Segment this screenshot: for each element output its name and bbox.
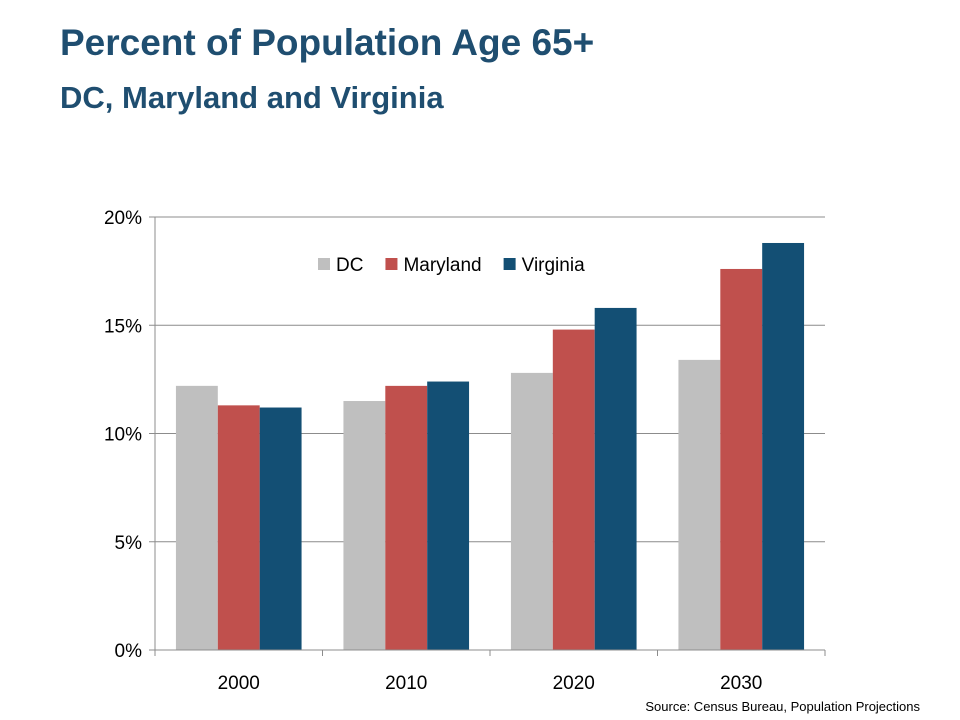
y-tick-label: 15%	[104, 316, 142, 337]
source-note: Source: Census Bureau, Population Projec…	[645, 699, 920, 714]
legend-label-dc: DC	[336, 255, 363, 276]
bar-maryland-2030	[720, 268, 763, 650]
bar-virginia-2010	[427, 381, 470, 650]
bar-maryland-2020	[552, 329, 595, 650]
legend-swatch-virginia	[503, 258, 516, 270]
bar-dc-2020	[510, 372, 553, 650]
bar-maryland-2000	[217, 405, 260, 650]
legend-label-virginia: Virginia	[522, 255, 585, 276]
x-axis-ticks: 2000 2010 2020 2030	[218, 673, 763, 694]
bar-dc-2010	[343, 401, 386, 650]
legend: DC Maryland Virginia	[318, 255, 585, 276]
x-tick-label: 2020	[553, 673, 595, 694]
x-tick-label: 2030	[720, 673, 762, 694]
x-tick-label: 2000	[218, 673, 260, 694]
y-tick-label: 10%	[104, 425, 142, 446]
page-title: Percent of Population Age 65+	[60, 22, 595, 63]
bar-virginia-2000	[259, 407, 302, 650]
x-tick-label: 2010	[385, 673, 427, 694]
axes	[149, 216, 826, 656]
y-tick-label: 5%	[115, 533, 143, 554]
y-axis-ticks: 0% 5% 10% 15% 20%	[104, 208, 142, 662]
bar-virginia-2030	[762, 242, 805, 651]
legend-swatch-maryland	[385, 258, 398, 270]
y-tick-label: 0%	[115, 641, 143, 662]
legend-swatch-dc	[318, 258, 330, 270]
bar-maryland-2010	[385, 385, 428, 650]
bar-virginia-2020	[594, 307, 637, 650]
bar-dc-2000	[175, 385, 218, 650]
y-tick-label: 20%	[104, 208, 142, 229]
bar-dc-2030	[678, 359, 721, 650]
page-subtitle: DC, Maryland and Virginia	[60, 80, 444, 115]
bars	[175, 242, 805, 651]
legend-label-maryland: Maryland	[403, 255, 481, 276]
